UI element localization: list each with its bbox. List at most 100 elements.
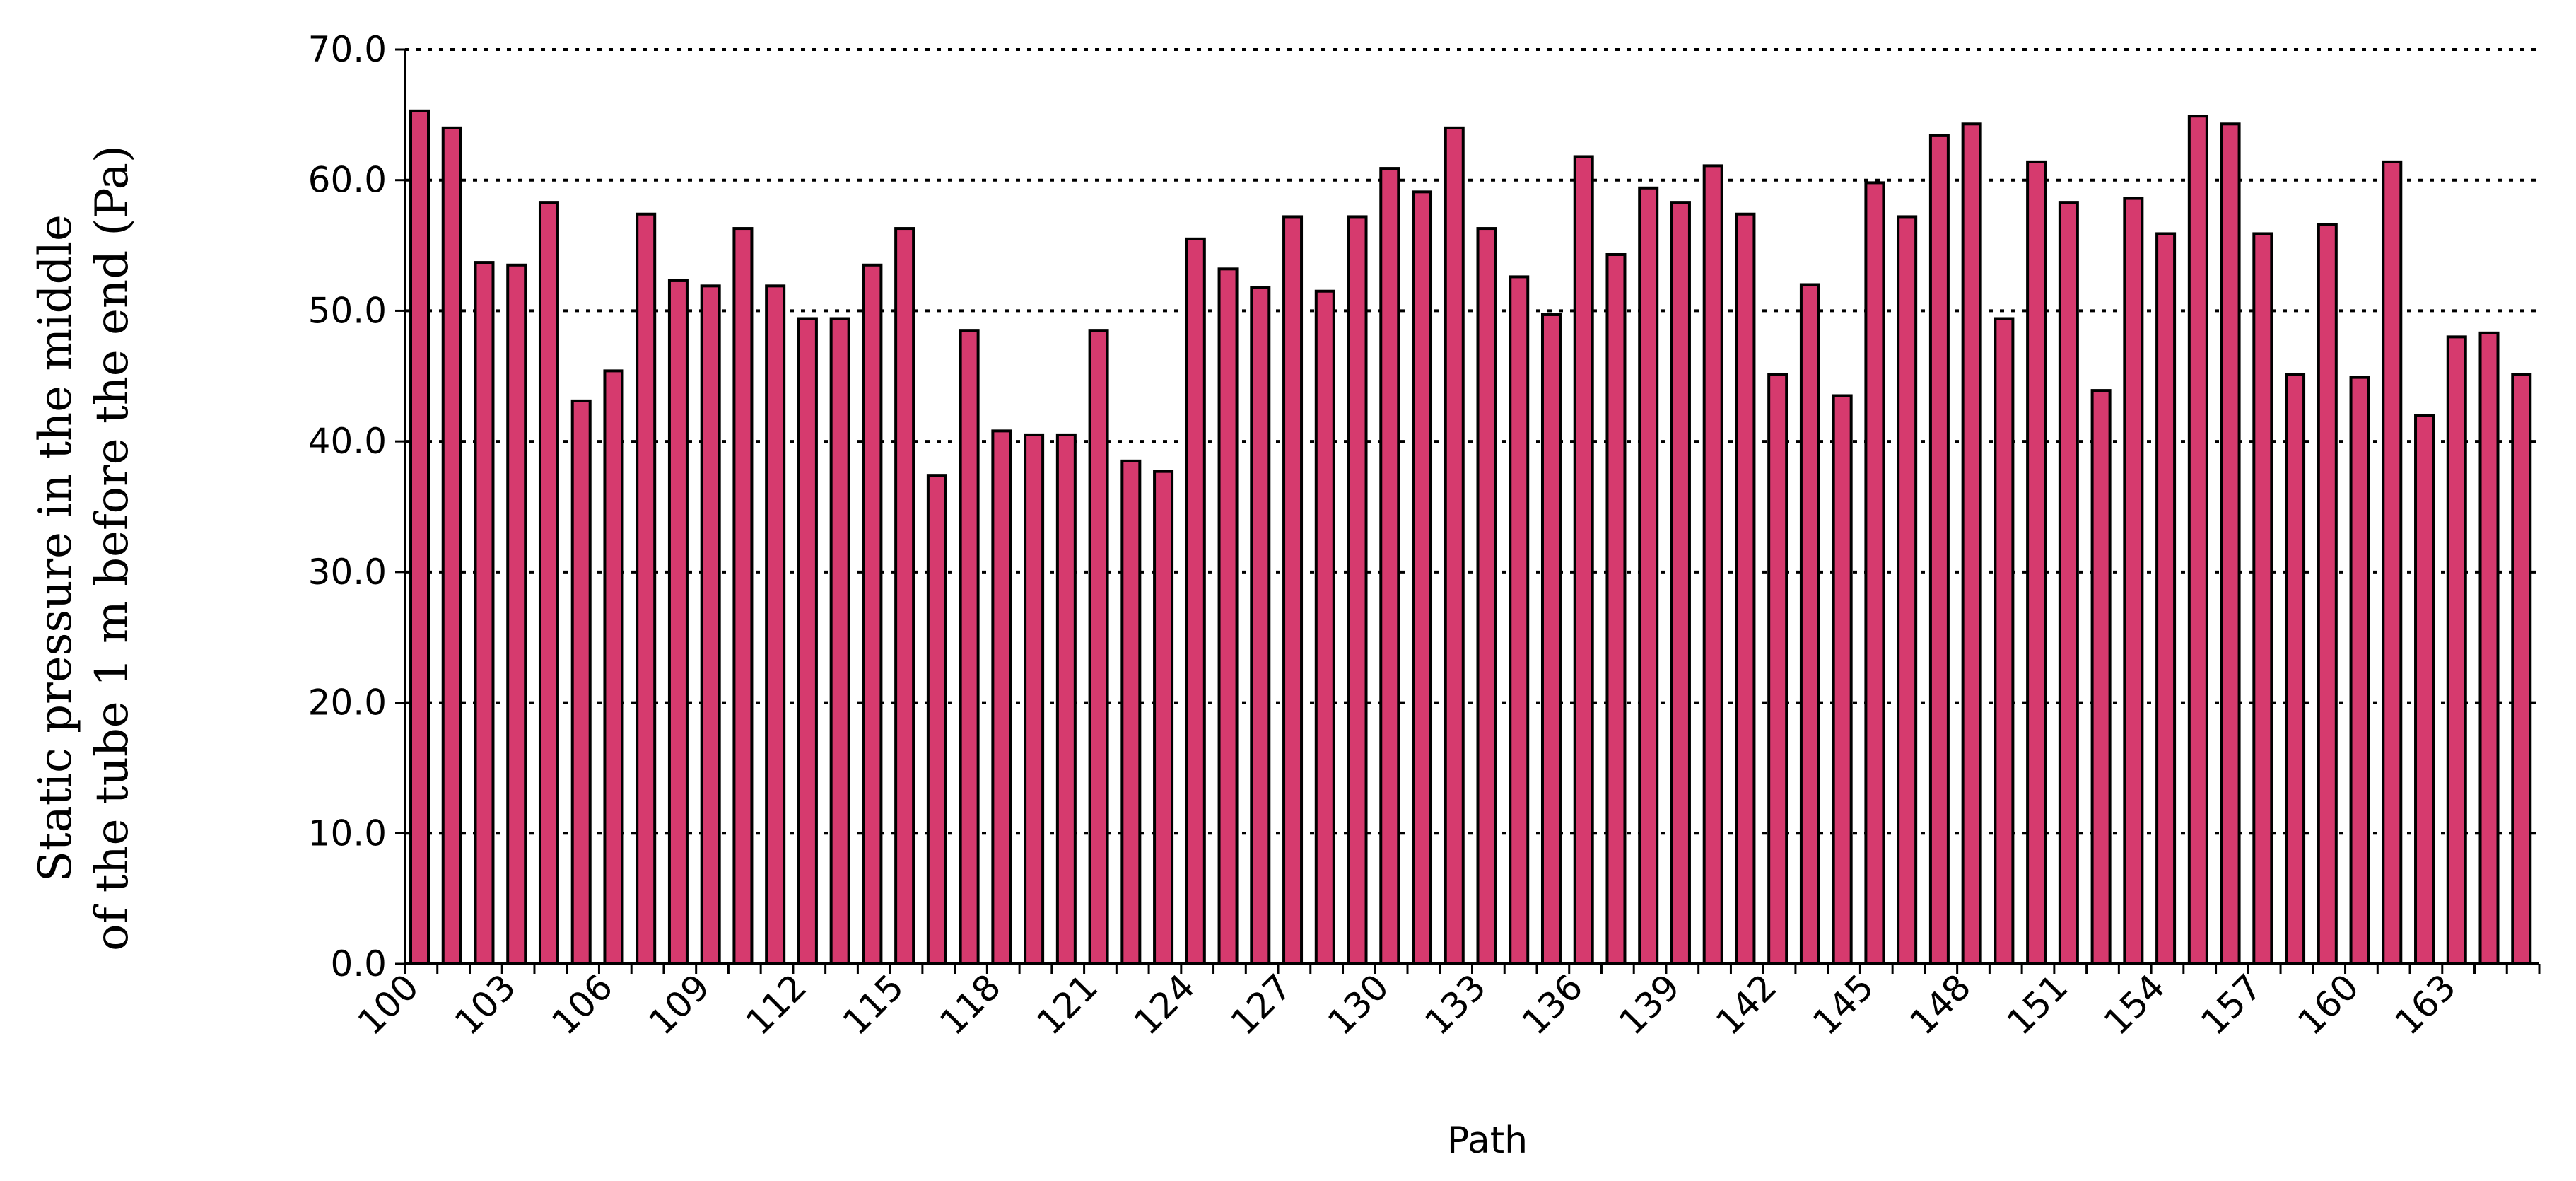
x-tick-label: 109	[641, 966, 718, 1042]
bar	[2252, 232, 2273, 965]
bar	[1897, 215, 1918, 965]
x-tick-label: 136	[1514, 966, 1591, 1042]
bar	[1573, 155, 1594, 966]
x-axis: 100 103 106 109 112 115 118 121 124 127 130 133 136 1…	[350, 962, 2541, 1043]
bar	[2382, 160, 2403, 966]
bar	[2090, 389, 2112, 965]
bar	[1509, 275, 1530, 966]
x-axis-title: Path	[1447, 1119, 1528, 1162]
x-tick-label: 160	[2290, 966, 2367, 1042]
y-axis-title-line-2: of the tube 1 m before the end (Pa)	[86, 145, 139, 951]
bar	[603, 369, 624, 965]
y-axis: 0.0 10.0 20.0 30.0 40.0 50.0 60.0 70.0	[308, 29, 406, 984]
bar	[1412, 190, 1433, 965]
bar	[2123, 197, 2144, 965]
x-tick-label: 124	[1126, 966, 1202, 1042]
y-tick-label: 30.0	[308, 552, 387, 593]
x-tick-label: 118	[932, 966, 1008, 1042]
bar	[1153, 470, 1174, 965]
y-axis-title-line-1: Static pressure in the middle	[30, 214, 82, 882]
bar	[1702, 164, 1723, 965]
x-tick-label: 127	[1223, 966, 1299, 1042]
y-tick-label: 70.0	[308, 29, 387, 70]
bar	[1670, 201, 1691, 965]
bar	[1767, 373, 1788, 965]
bar	[2317, 223, 2338, 966]
bar	[2414, 414, 2435, 965]
bar	[1864, 181, 1885, 965]
bar	[441, 126, 462, 965]
x-tick-label: 103	[447, 966, 523, 1042]
bar	[2478, 331, 2500, 965]
bar	[1638, 186, 1659, 966]
bar	[700, 284, 721, 965]
bar	[1250, 286, 1271, 965]
y-tick-label: 0.0	[330, 943, 387, 984]
bar	[1799, 283, 1820, 965]
bar	[1055, 433, 1077, 965]
bar	[2285, 373, 2306, 965]
bar	[894, 227, 915, 965]
y-tick-label: 60.0	[308, 160, 387, 201]
bar	[1832, 394, 1853, 965]
bar	[1540, 313, 1562, 966]
x-tick-label: 115	[835, 966, 911, 1042]
bar	[1605, 253, 1627, 966]
bar	[2349, 376, 2370, 965]
x-tick-label: 121	[1029, 966, 1106, 1042]
x-tick-label: 106	[544, 966, 620, 1042]
x-tick-label: 139	[1611, 966, 1687, 1042]
bar	[2026, 160, 2047, 966]
x-tick-label: 148	[1902, 966, 1979, 1042]
bar	[797, 317, 818, 965]
y-tick-label: 40.0	[308, 421, 387, 462]
bar	[2058, 201, 2079, 965]
grid-lines	[405, 48, 2539, 835]
bar	[474, 261, 495, 965]
x-tick-label: 151	[1999, 966, 2076, 1042]
x-tick-label: 145	[1805, 966, 1881, 1042]
bar	[862, 263, 883, 965]
x-tick-label: 142	[1708, 966, 1784, 1042]
bar	[2511, 373, 2532, 965]
bar	[1379, 167, 1400, 966]
bar	[1120, 459, 1142, 965]
y-axis-title: Static pressure in the middle of the tub…	[30, 145, 139, 951]
bar	[2155, 232, 2177, 965]
bar	[829, 317, 850, 965]
y-tick-label: 50.0	[308, 290, 387, 331]
bar	[1994, 317, 2015, 965]
bar	[1185, 237, 1206, 966]
bar	[1314, 289, 1335, 965]
x-tick-label: 133	[1417, 966, 1493, 1042]
bar	[1024, 433, 1045, 965]
bar	[667, 279, 689, 965]
bar	[1476, 227, 1497, 965]
bar	[959, 329, 980, 965]
bar	[1928, 134, 1950, 966]
bar	[538, 201, 559, 965]
x-tick-label: 157	[2193, 966, 2269, 1042]
x-tick-label: 130	[1320, 966, 1396, 1042]
bars	[409, 109, 2532, 966]
bar	[2446, 335, 2467, 966]
bar	[1961, 122, 1982, 966]
bar	[732, 227, 754, 965]
x-tick-label: 154	[2096, 966, 2172, 1042]
bar	[2187, 115, 2208, 965]
bar	[765, 284, 786, 965]
x-tick-label: 163	[2387, 966, 2464, 1042]
bar	[926, 474, 947, 965]
bar	[1735, 212, 1756, 965]
x-tick-label: 112	[738, 966, 814, 1042]
bar	[506, 263, 527, 965]
bar	[2220, 122, 2241, 966]
bar	[991, 429, 1012, 965]
y-tick-label: 10.0	[308, 813, 387, 854]
bar	[636, 212, 657, 965]
y-tick-label: 20.0	[308, 682, 387, 723]
bar	[1444, 126, 1465, 965]
bar	[1282, 215, 1304, 965]
bar	[409, 109, 430, 966]
